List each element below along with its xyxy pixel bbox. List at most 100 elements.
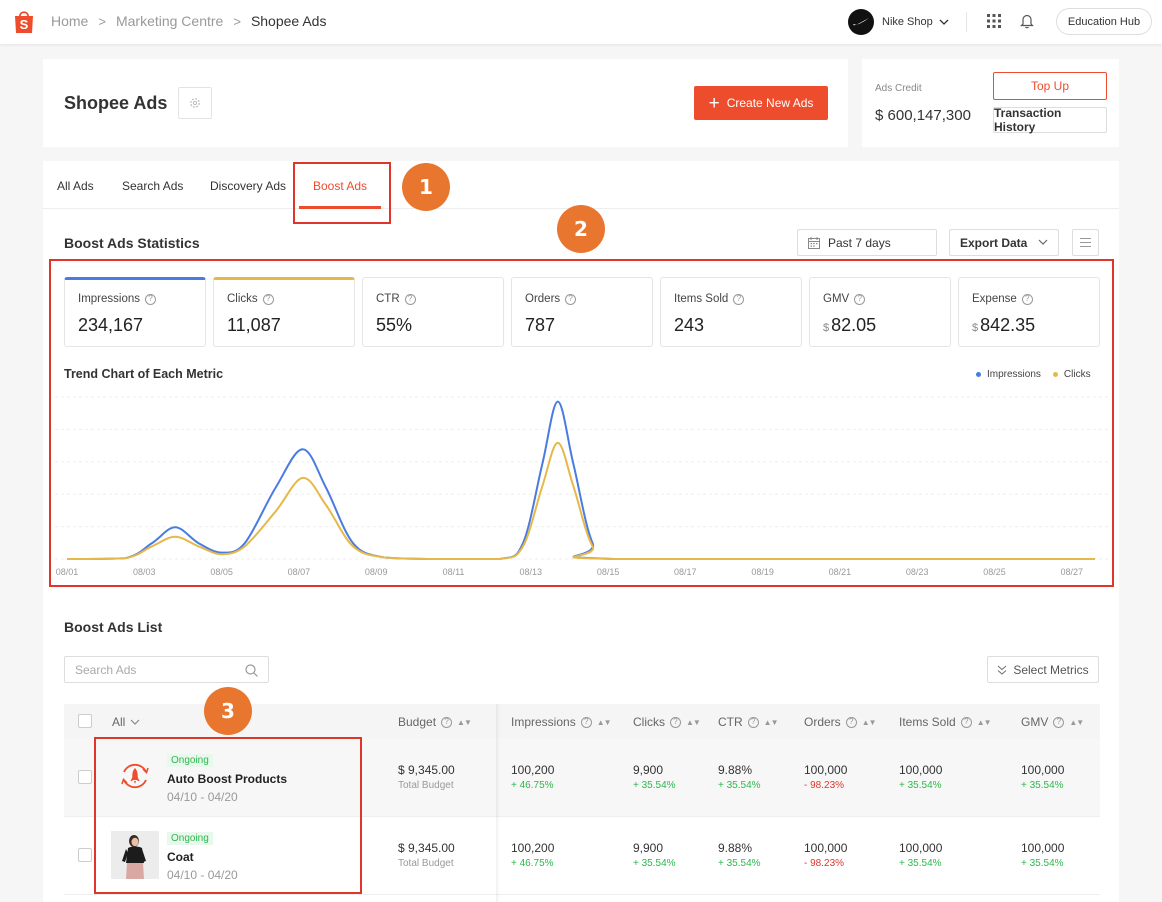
sort-icon[interactable]: ▲▼ [596, 717, 612, 727]
annotation-badge-1: 1 [402, 163, 450, 211]
metric-label: Items Sold [674, 293, 729, 305]
series-line-clicks[interactable] [66, 441, 1095, 560]
breadcrumb-home[interactable]: Home [51, 13, 89, 29]
gear-icon [190, 98, 200, 108]
metric-card-expense[interactable]: Expense? $842.35 [958, 277, 1100, 347]
chevron-down-icon [939, 19, 949, 25]
ctr-value: 9.88% [718, 841, 753, 855]
select-all-checkbox[interactable] [78, 714, 92, 728]
help-icon[interactable]: ? [565, 293, 577, 305]
metric-card-items-sold[interactable]: Items Sold? 243 [660, 277, 802, 347]
apps-grid-icon[interactable] [987, 14, 1001, 28]
help-icon[interactable]: ? [1021, 293, 1033, 305]
clicks-value: 9,900 [633, 841, 664, 855]
sort-icon[interactable]: ▲▼ [861, 717, 877, 727]
row-checkbox[interactable] [78, 770, 92, 784]
list-view-button[interactable] [1072, 229, 1099, 256]
help-icon[interactable]: ? [441, 716, 453, 728]
row-checkbox[interactable] [78, 848, 92, 862]
search-input[interactable]: Search Ads [64, 656, 269, 683]
sort-icon[interactable]: ▲▼ [457, 717, 472, 727]
help-icon[interactable]: ? [1053, 716, 1065, 728]
education-hub-button[interactable]: Education Hub [1056, 8, 1152, 35]
active-tab-indicator [299, 206, 381, 209]
settings-button[interactable] [178, 87, 212, 119]
help-icon[interactable]: ? [747, 716, 759, 728]
help-icon[interactable]: ? [960, 716, 972, 728]
column-header-orders[interactable]: Orders? ▲▼ [804, 715, 877, 729]
help-icon[interactable]: ? [854, 293, 866, 305]
gmv-delta: + 35.54% [1021, 858, 1064, 869]
shop-selector[interactable]: Nike Shop [848, 9, 949, 35]
export-data-dropdown[interactable]: Export Data [949, 229, 1059, 256]
ad-name[interactable]: Coat [167, 850, 194, 864]
metric-card-clicks[interactable]: Clicks? 11,087 [213, 277, 355, 347]
ad-name[interactable]: Auto Boost Products [167, 772, 287, 786]
all-filter-dropdown[interactable]: All [112, 715, 140, 729]
sort-icon[interactable]: ▲▼ [976, 717, 992, 727]
status-badge: Ongoing [167, 832, 213, 845]
help-icon[interactable]: ? [670, 716, 681, 728]
table-row[interactable]: Ongoing Auto Boost Products 04/10 - 04/2… [64, 739, 1100, 817]
metric-card-impressions[interactable]: Impressions? 234,167 [64, 277, 206, 347]
help-icon[interactable]: ? [733, 293, 745, 305]
x-tick-label: 08/05 [210, 567, 233, 577]
legend-item-impressions[interactable]: Impressions [976, 369, 1041, 380]
transaction-history-button[interactable]: Transaction History [993, 106, 1107, 134]
metric-value: 82.05 [831, 315, 877, 335]
sort-icon[interactable]: ▲▼ [763, 717, 779, 727]
top-up-button[interactable]: Top Up [993, 72, 1107, 100]
tab-discovery-ads[interactable]: Discovery Ads [210, 179, 287, 193]
legend-dot [1052, 371, 1058, 377]
help-icon[interactable]: ? [845, 716, 857, 728]
column-header-budget[interactable]: Budget? ▲▼ [398, 715, 472, 729]
column-header-items-sold[interactable]: Items Sold? ▲▼ [899, 715, 992, 729]
help-icon[interactable]: ? [145, 293, 156, 305]
metric-card-orders[interactable]: Orders? 787 [511, 277, 653, 347]
create-new-ads-button[interactable]: + Create New Ads [694, 86, 828, 120]
help-icon[interactable]: ? [580, 716, 592, 728]
metric-label: Expense [972, 293, 1017, 305]
column-header-gmv[interactable]: GMV? ▲▼ [1021, 715, 1084, 729]
budget-value: $ 9,345.00 [398, 841, 455, 855]
breadcrumb-marketing-centre[interactable]: Marketing Centre [115, 13, 224, 29]
highlight-box-2 [49, 259, 1114, 587]
ad-date-range: 04/10 - 04/20 [167, 868, 238, 882]
gmv-value: 100,000 [1021, 841, 1065, 855]
x-tick-label: 08/13 [520, 567, 543, 577]
trend-chart-title: Trend Chart of Each Metric [64, 367, 224, 381]
ctr-delta: + 35.54% [718, 780, 761, 791]
table-row[interactable]: Ongoing Coat 04/10 - 04/20 $ 9,345.00 To… [64, 817, 1100, 895]
legend-item-clicks[interactable]: Clicks [1052, 369, 1091, 380]
column-header-ctr[interactable]: CTR? ▲▼ [718, 715, 779, 729]
help-icon[interactable]: ? [262, 293, 274, 305]
metric-label: Impressions [78, 293, 140, 305]
gmv-delta: + 35.54% [1021, 780, 1064, 791]
tab-all-ads[interactable]: All Ads [57, 179, 94, 193]
metric-card-gmv[interactable]: GMV? $82.05 [809, 277, 951, 347]
trend-chart: 08/01 08/03 08/05 08/07 08/09 08/11 08/13 08/15… [55, 396, 1111, 577]
column-header-clicks[interactable]: Clicks? ▲▼ [633, 715, 701, 729]
select-metrics-button[interactable]: Select Metrics [987, 656, 1099, 683]
tab-search-ads[interactable]: Search Ads [122, 179, 184, 193]
shopee-logo-icon[interactable]: S [13, 9, 35, 34]
metric-value: 842.35 [980, 315, 1036, 335]
x-tick-label: 08/23 [906, 567, 929, 577]
date-range-picker[interactable]: Past 7 days [797, 229, 937, 256]
metric-value: 11,087 [227, 315, 281, 335]
sort-icon[interactable]: ▲▼ [686, 717, 701, 727]
ads-credit-card: Ads Credit $ 600,147,300 Top Up Transact… [862, 59, 1119, 147]
list-title: Boost Ads List [64, 619, 163, 635]
x-tick-label: 08/09 [365, 567, 388, 577]
bell-icon[interactable] [1020, 13, 1034, 29]
column-label: CTR [718, 715, 743, 729]
column-header-impressions[interactable]: Impressions? ▲▼ [511, 715, 612, 729]
chevron-down-icon [1038, 239, 1048, 245]
tab-boost-ads[interactable]: Boost Ads [313, 179, 368, 193]
metric-card-ctr[interactable]: CTR? 55% [362, 277, 504, 347]
select-metrics-label: Select Metrics [1013, 662, 1089, 677]
help-icon[interactable]: ? [404, 293, 416, 305]
items-sold-delta: + 35.54% [899, 780, 942, 791]
sort-icon[interactable]: ▲▼ [1069, 717, 1084, 727]
column-label: Impressions [511, 715, 576, 729]
